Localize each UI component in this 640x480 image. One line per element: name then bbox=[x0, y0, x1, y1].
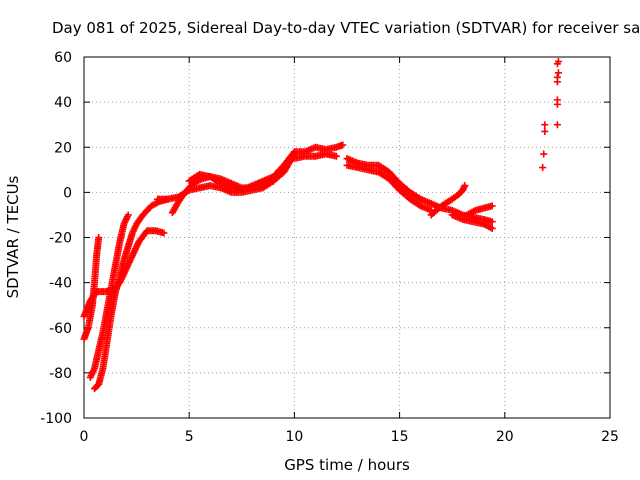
data-point bbox=[553, 73, 561, 81]
data-point bbox=[488, 202, 496, 210]
x-tick-label: 10 bbox=[285, 429, 303, 445]
data-point bbox=[554, 69, 562, 77]
data-point bbox=[539, 164, 547, 172]
y-tick-label: 60 bbox=[54, 50, 72, 66]
y-tick-label: 40 bbox=[54, 95, 72, 111]
x-tick-label: 0 bbox=[80, 429, 89, 445]
data-point bbox=[541, 121, 549, 129]
data-point bbox=[553, 96, 561, 104]
grid bbox=[84, 57, 610, 418]
y-tick-label: -60 bbox=[49, 321, 72, 337]
data-points bbox=[80, 58, 562, 393]
data-point bbox=[553, 121, 561, 129]
y-axis-label: SDTVAR / TECUs bbox=[4, 175, 22, 298]
x-axis-label: GPS time / hours bbox=[284, 456, 410, 474]
data-point bbox=[339, 141, 347, 149]
axes: 0 5 10 15 20 25 -100 -80 -60 -40 -20 0 20 40 60 bbox=[40, 50, 619, 445]
data-point bbox=[541, 127, 549, 135]
data-point bbox=[488, 218, 496, 226]
data-point bbox=[160, 229, 168, 237]
x-tick-label: 25 bbox=[601, 429, 619, 445]
y-tick-label: -20 bbox=[49, 231, 72, 247]
data-point bbox=[332, 152, 340, 160]
y-tick-label: -100 bbox=[40, 411, 72, 427]
data-point bbox=[184, 187, 192, 195]
x-tick-label: 5 bbox=[185, 429, 194, 445]
y-tick-label: -40 bbox=[49, 276, 72, 292]
y-tick-label: -80 bbox=[49, 366, 72, 382]
data-point bbox=[540, 150, 548, 158]
x-tick-label: 15 bbox=[391, 429, 409, 445]
x-tick-label: 20 bbox=[496, 429, 514, 445]
data-point bbox=[488, 224, 496, 232]
plot-frame bbox=[83, 56, 611, 419]
data-point bbox=[95, 234, 103, 241]
data-point bbox=[461, 182, 469, 190]
data-point bbox=[554, 58, 562, 66]
chart-title: Day 081 of 2025, Sidereal Day-to-day VTE… bbox=[52, 19, 640, 37]
y-tick-label: 0 bbox=[63, 185, 72, 201]
y-tick-label: 20 bbox=[54, 140, 72, 156]
data-point bbox=[124, 211, 132, 219]
